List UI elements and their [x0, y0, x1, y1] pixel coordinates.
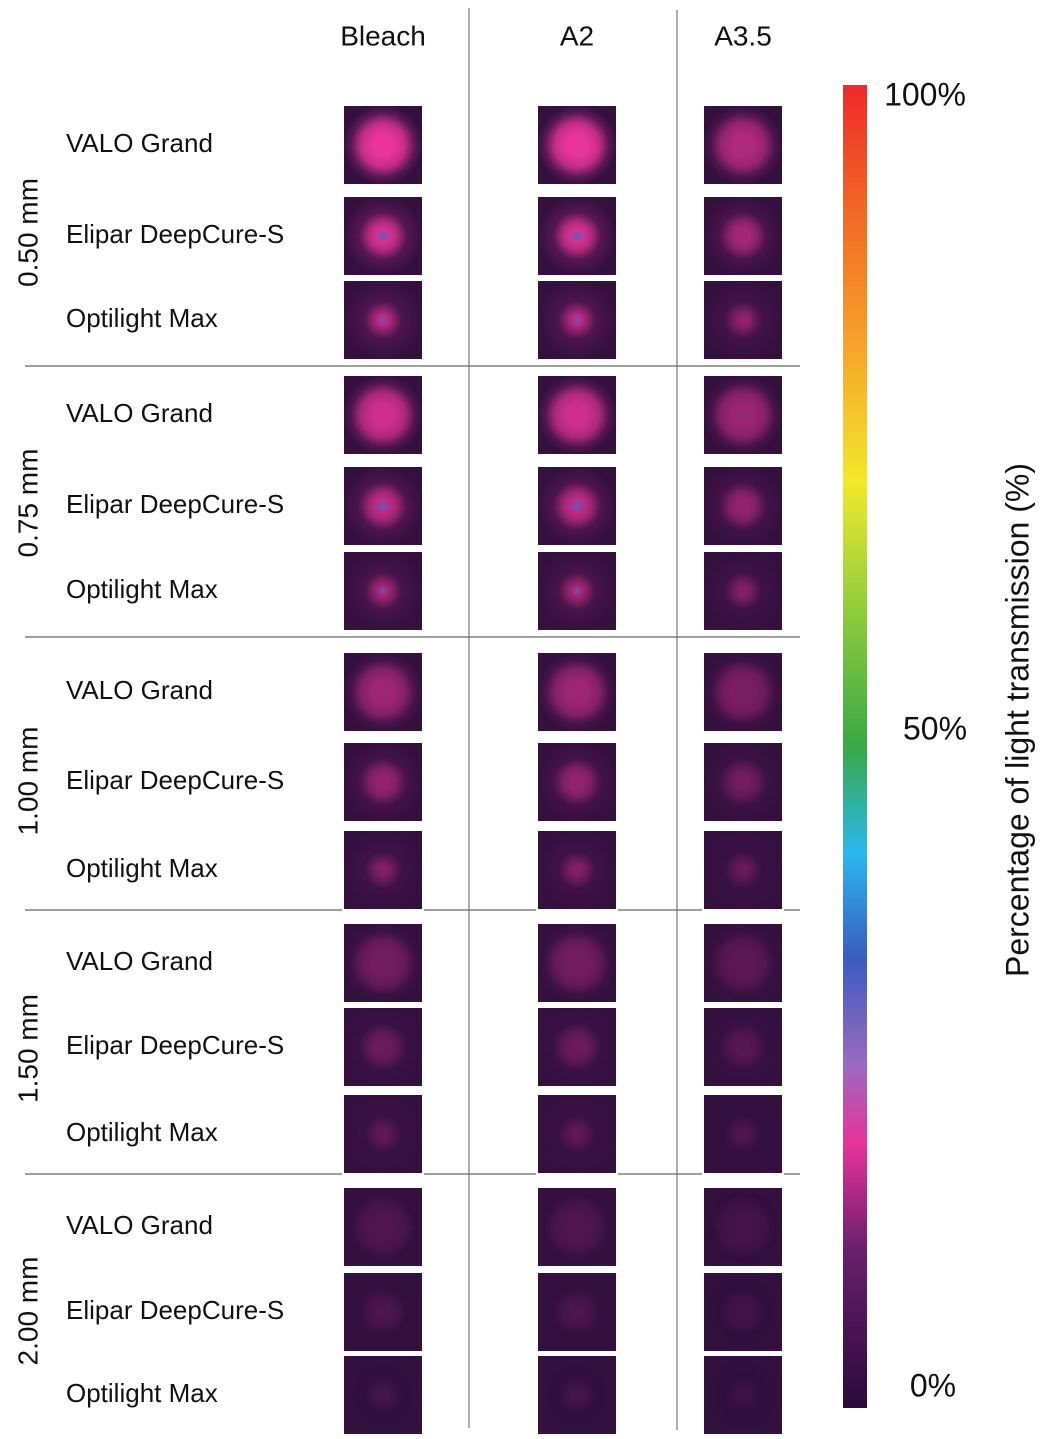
- sample-image: [703, 1272, 783, 1352]
- sample-image: [537, 1187, 617, 1267]
- device-label: Optilight Max: [66, 853, 218, 883]
- sample-image: [537, 1355, 617, 1434]
- device-label: Elipar DeepCure-S: [66, 1030, 284, 1060]
- sample-image: [703, 742, 783, 822]
- device-label: VALO Grand: [66, 398, 213, 428]
- sample-image: [537, 1007, 617, 1087]
- sample-image: [343, 466, 423, 546]
- thickness-label: 2.00 mm: [12, 1257, 43, 1366]
- sample-image: [343, 652, 423, 732]
- sample-image: [703, 105, 783, 185]
- device-label: VALO Grand: [66, 128, 213, 158]
- colorbar: [843, 85, 867, 1408]
- colorbar-title: Percentage of light transmission (%): [999, 463, 1035, 977]
- sample-image: [537, 196, 617, 276]
- device-label: Optilight Max: [66, 1117, 218, 1147]
- sample-image: [343, 196, 423, 276]
- sample-image: [537, 1272, 617, 1352]
- thickness-label: 0.75 mm: [12, 449, 43, 558]
- sample-image: [343, 1272, 423, 1352]
- sample-image: [703, 375, 783, 455]
- sample-image: [537, 375, 617, 455]
- device-label: VALO Grand: [66, 946, 213, 976]
- figure: 100% 50% 0% Percentage of light transmis…: [0, 0, 1043, 1434]
- device-label: Elipar DeepCure-S: [66, 489, 284, 519]
- sample-image: [343, 375, 423, 455]
- sample-image: [343, 830, 423, 910]
- column-header: Bleach: [340, 20, 426, 51]
- sample-image: [703, 196, 783, 276]
- sample-image: [703, 1094, 783, 1174]
- sample-image: [537, 466, 617, 546]
- sample-image: [343, 105, 423, 185]
- column-header: A3.5: [714, 20, 772, 51]
- thickness-label: 1.50 mm: [12, 994, 43, 1103]
- sample-image: [703, 466, 783, 546]
- sample-image: [343, 1187, 423, 1267]
- colorbar-label: 100%: [884, 76, 966, 112]
- sample-image: [703, 830, 783, 910]
- sample-image: [537, 551, 617, 631]
- device-label: Optilight Max: [66, 303, 218, 333]
- sample-image: [537, 652, 617, 732]
- sample-image: [703, 923, 783, 1003]
- colorbar-label: 50%: [903, 710, 967, 746]
- colorbar-label: 0%: [910, 1367, 956, 1403]
- sample-image: [703, 1355, 783, 1434]
- device-label: VALO Grand: [66, 675, 213, 705]
- device-label: Elipar DeepCure-S: [66, 765, 284, 795]
- sample-image: [703, 551, 783, 631]
- sample-image: [343, 1355, 423, 1434]
- device-label: Optilight Max: [66, 574, 218, 604]
- sample-image: [703, 1187, 783, 1267]
- device-label: Optilight Max: [66, 1378, 218, 1408]
- sample-image: [343, 742, 423, 822]
- sample-image: [537, 105, 617, 185]
- sample-image: [343, 1007, 423, 1087]
- device-label: Elipar DeepCure-S: [66, 1295, 284, 1325]
- device-label: VALO Grand: [66, 1210, 213, 1240]
- sample-image: [343, 1094, 423, 1174]
- device-label: Elipar DeepCure-S: [66, 219, 284, 249]
- thickness-label: 0.50 mm: [12, 178, 43, 287]
- sample-image: [537, 1094, 617, 1174]
- sample-image: [343, 923, 423, 1003]
- sample-image: [537, 830, 617, 910]
- sample-image: [703, 1007, 783, 1087]
- sample-image: [343, 551, 423, 631]
- sample-image: [703, 652, 783, 732]
- sample-image: [537, 923, 617, 1003]
- sample-image: [343, 280, 423, 360]
- sample-image: [703, 280, 783, 360]
- sample-image: [537, 280, 617, 360]
- thickness-label: 1.00 mm: [12, 727, 43, 836]
- sample-image: [537, 742, 617, 822]
- column-header: A2: [560, 20, 594, 51]
